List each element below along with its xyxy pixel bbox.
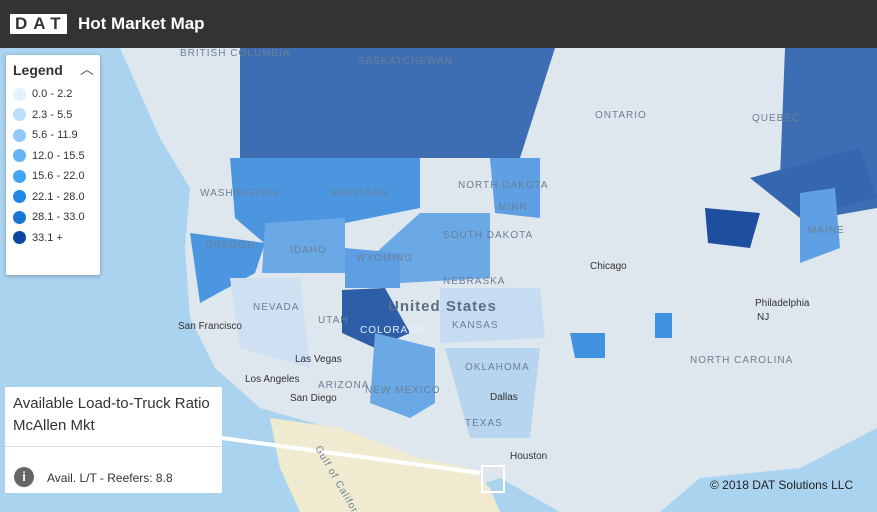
map-label: NORTH DAKOTA (458, 180, 549, 191)
legend-item: 33.1 + (13, 231, 63, 245)
map-label: Los Angeles (245, 374, 300, 385)
region-mid (800, 188, 840, 263)
legend-label: 5.6 - 11.9 (32, 129, 78, 141)
map-label: MONTANA (332, 188, 388, 199)
market-highlight (481, 465, 505, 493)
popup-title: Available Load-to-Truck Ratio (13, 395, 210, 412)
legend-swatch (13, 108, 26, 122)
map-label: NEBRASKA (443, 276, 505, 287)
legend-label: 2.3 - 5.5 (32, 108, 73, 121)
legend-swatch (13, 190, 26, 204)
map-label: WASHINGTON (200, 188, 278, 199)
legend-label: 12.0 - 15.5 (32, 149, 85, 162)
legend-item: 15.6 - 22.0 (13, 169, 85, 183)
map-label: NJ (757, 312, 769, 323)
mexico (270, 418, 500, 512)
popup-market: McAllen Mkt (13, 417, 95, 434)
info-icon: i (14, 467, 34, 487)
map-label: IDAHO (290, 245, 327, 256)
map-label: SOUTH DAKOTA (443, 230, 533, 241)
map-label: United States (388, 298, 497, 315)
region-mid (370, 333, 435, 418)
map-label: San Francisco (178, 321, 242, 332)
legend-swatch (13, 128, 26, 142)
map-label: NEVADA (253, 302, 299, 313)
region-dark (342, 288, 410, 348)
map-label: KANSAS (452, 320, 499, 331)
separator (5, 446, 222, 447)
map-label: ARIZONA (318, 380, 369, 391)
legend-label: 22.1 - 28.0 (32, 190, 85, 203)
map-label: Las Vegas (295, 354, 342, 365)
region-light (230, 278, 310, 368)
header: DAT Hot Market Map (0, 0, 877, 48)
legend-title: Legend (13, 62, 63, 78)
region-mid (655, 313, 672, 338)
legend-label: 0.0 - 2.2 (32, 88, 73, 100)
map-label: Houston (510, 451, 547, 462)
legend-item: 2.3 - 5.5 (13, 108, 72, 122)
collapse-button[interactable]: ︿ (80, 61, 94, 77)
popup-detail: Avail. L/T - Reefers: 8.8 (47, 471, 173, 485)
region-light (440, 288, 545, 343)
map-label: BRITISH COLUMBIA (180, 48, 290, 59)
map-label: NEW MEXICO (365, 385, 441, 396)
map-label: UTAH (318, 315, 348, 326)
map-label: TEXAS (465, 418, 503, 429)
map-label: MAINE (808, 225, 845, 236)
copyright: © 2018 DAT Solutions LLC (710, 478, 854, 492)
map-label: COLORADO (360, 325, 425, 336)
legend-label: 15.6 - 22.0 (32, 170, 85, 182)
legend-label: 28.1 - 33.0 (32, 211, 85, 223)
legend-item: 5.6 - 11.9 (13, 128, 78, 142)
map[interactable]: BRITISH COLUMBIA SASKATCHEWAN ONTARIO QU… (0, 48, 877, 512)
region-mid (190, 233, 265, 303)
region-dark (750, 148, 877, 218)
map-label: SASKATCHEWAN (358, 56, 453, 67)
map-label: OKLAHOMA (465, 362, 530, 373)
pointer-line (221, 436, 481, 475)
region-light (445, 348, 540, 438)
info-popup: Available Load-to-Truck Ratio McAllen Mk… (5, 387, 222, 493)
region-mid (345, 248, 400, 288)
legend: Legend ︿ 0.0 - 2.2 2.3 - 5.5 5.6 - 11.9 12.… (6, 55, 100, 275)
map-label: WYOMING (356, 253, 413, 264)
map-label: OREGON (205, 240, 255, 251)
legend-swatch (13, 87, 26, 101)
legend-item: 22.1 - 28.0 (13, 190, 85, 204)
legend-item: 0.0 - 2.2 (13, 87, 72, 101)
map-label: QUEBEC (752, 113, 800, 124)
map-label: ONTARIO (595, 110, 647, 121)
region-dark (705, 208, 760, 248)
logo: DAT (10, 14, 67, 34)
legend-swatch (13, 231, 26, 245)
legend-swatch (13, 169, 26, 183)
region-dark (240, 48, 555, 158)
app-title: Hot Market Map (78, 14, 205, 33)
legend-item: 28.1 - 33.0 (13, 210, 85, 224)
map-label: NORTH CAROLINA (690, 355, 793, 366)
region-mid (570, 333, 605, 358)
map-label: Philadelphia (755, 298, 810, 309)
map-label: MINN (498, 202, 528, 213)
map-label: San Diego (290, 393, 337, 404)
region-mid (262, 218, 345, 273)
legend-item: 12.0 - 15.5 (13, 149, 85, 163)
map-label: Dallas (490, 392, 518, 403)
legend-label: 33.1 + (32, 231, 63, 244)
map-label: Chicago (590, 261, 627, 272)
legend-swatch (13, 149, 26, 163)
region-mid (490, 158, 540, 218)
legend-swatch (13, 210, 26, 224)
